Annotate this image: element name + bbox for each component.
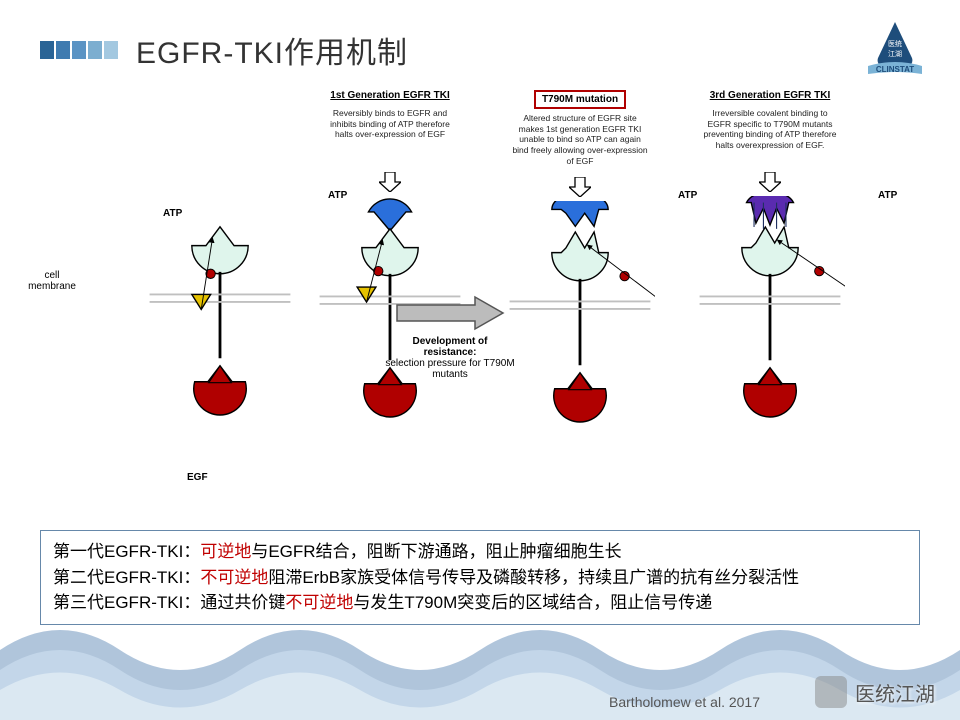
- summary-1-red: 可逆地: [200, 542, 251, 561]
- column-desc: Irreversible covalent binding to EGFR sp…: [700, 108, 840, 170]
- summary-box: 第一代EGFR-TKI：可逆地与EGFR结合，阻断下游通路，阻止肿瘤细胞生长 第…: [40, 530, 920, 625]
- column-header: 3rd Generation EGFR TKI: [710, 90, 831, 104]
- column-header: 1st Generation EGFR TKI: [330, 90, 449, 104]
- development-title: Development of resistance:: [385, 336, 515, 358]
- column-desc: Reversibly binds to EGFR and inhibits bi…: [320, 108, 460, 170]
- summary-3-red: 不可逆地: [285, 593, 353, 612]
- summary-line-1: 第一代EGFR-TKI：可逆地与EGFR结合，阻断下游通路，阻止肿瘤细胞生长: [53, 539, 907, 565]
- logo-banner-text: CLINSTAT: [876, 65, 914, 74]
- svg-text:医统: 医统: [888, 39, 902, 48]
- atp-label: ATP: [328, 190, 347, 201]
- brand-logo: CLINSTAT 医统 江湖: [860, 18, 930, 88]
- page-title: EGFR-TKI作用机制: [136, 28, 408, 72]
- summary-line-3: 第三代EGFR-TKI：通过共价键不可逆地与发生T790M突变后的区域结合，阻止…: [53, 590, 907, 616]
- receptor-graphic: [505, 201, 655, 431]
- wechat-watermark: 医统江湖: [815, 676, 935, 708]
- diagram-column-2: T790M mutation Altered structure of EGFR …: [495, 90, 665, 431]
- receptor-graphic: [695, 196, 845, 426]
- summary-2a: 第二代EGFR-TKI：: [53, 568, 200, 587]
- summary-3a: 第三代EGFR-TKI：通过共价键: [53, 593, 285, 612]
- pointer-arrow-icon: [759, 172, 781, 192]
- summary-3b: 与发生T790M突变后的区域结合，阻止信号传递: [353, 593, 712, 612]
- summary-2-red: 不可逆地: [200, 568, 268, 587]
- summary-1b: 与EGFR结合，阻断下游通路，阻止肿瘤细胞生长: [251, 542, 621, 561]
- wechat-icon: [815, 676, 847, 708]
- atp-label: ATP: [163, 208, 182, 219]
- diagram-column-3: 3rd Generation EGFR TKI Irreversible cova…: [685, 90, 855, 426]
- pointer-arrow-icon: [379, 172, 401, 192]
- atp-label: ATP: [878, 190, 897, 201]
- mechanism-diagram: cellmembrane -ATP 1st Generation EGFR TK…: [95, 90, 875, 500]
- cell-membrane-label: cellmembrane: [27, 270, 77, 292]
- diagram-column-0: -ATP: [135, 90, 305, 424]
- column-header: T790M mutation: [534, 90, 626, 109]
- column-desc: Altered structure of EGFR site makes 1st…: [510, 113, 650, 175]
- development-text: Development of resistance: selection pre…: [385, 336, 515, 380]
- egf-label: EGF: [187, 472, 208, 483]
- development-sub: selection pressure for T790M mutants: [385, 358, 515, 380]
- summary-2b: 阻滞ErbB家族受体信号传导及磷酸转移，持续且广谱的抗有丝分裂活性: [268, 568, 799, 587]
- citation: Bartholomew et al. 2017: [609, 694, 760, 710]
- wechat-name: 医统江湖: [855, 678, 935, 707]
- title-row: EGFR-TKI作用机制: [40, 28, 920, 72]
- development-arrow: [395, 295, 505, 331]
- receptor-graphic: [145, 194, 295, 424]
- summary-1a: 第一代EGFR-TKI：: [53, 542, 200, 561]
- summary-line-2: 第二代EGFR-TKI：不可逆地阻滞ErbB家族受体信号传导及磷酸转移，持续且广…: [53, 565, 907, 591]
- svg-text:江湖: 江湖: [888, 49, 902, 58]
- title-accent-blocks: [40, 41, 118, 59]
- pointer-arrow-icon: [569, 177, 591, 197]
